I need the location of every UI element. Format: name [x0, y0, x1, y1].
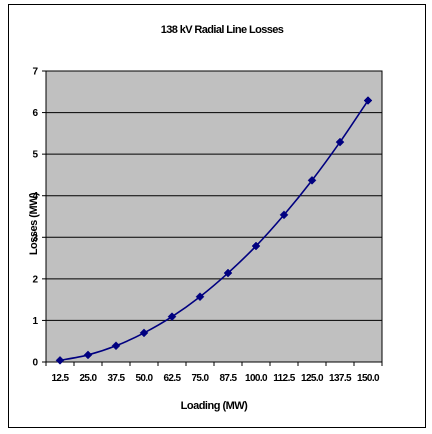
data-point-marker	[223, 268, 233, 278]
x-tick-label: 62.5	[163, 373, 181, 384]
data-point-marker	[195, 292, 205, 302]
data-point-marker	[307, 175, 317, 185]
x-tick-label: 112.5	[273, 373, 296, 384]
data-point-marker	[139, 328, 149, 338]
data-point-marker	[167, 312, 177, 322]
data-point-marker	[363, 96, 373, 105]
y-axis-ticks: 0 1 2 3 4 5 6 7	[32, 67, 46, 369]
series-layer	[55, 96, 373, 365]
gridlines	[46, 112, 382, 321]
x-axis-ticks: 12.5 25.0 37.5 50.0 62.5 75.0 87.5 100.0 112.5 12…	[45, 362, 383, 384]
x-tick-label: 150.0	[357, 373, 380, 384]
x-tick-label: 50.0	[135, 373, 153, 384]
data-point-marker	[111, 341, 121, 351]
y-tick-label: 1	[32, 316, 38, 327]
data-point-marker	[279, 210, 289, 220]
y-tick-label: 6	[32, 108, 38, 119]
data-point-marker	[335, 137, 345, 147]
y-tick-label: 3	[32, 233, 38, 244]
x-tick-label: 100.0	[245, 373, 268, 384]
chart-title: 138 kV Radial Line Losses	[161, 24, 284, 36]
y-tick-label: 4	[32, 191, 38, 202]
x-tick-label: 12.5	[51, 373, 69, 384]
plot-area	[45, 70, 383, 363]
x-tick-label: 75.0	[191, 373, 209, 384]
data-point-marker	[251, 241, 261, 251]
y-tick-label: 5	[32, 150, 38, 161]
x-tick-label: 137.5	[329, 373, 352, 384]
x-tick-label: 87.5	[219, 373, 237, 384]
x-tick-label: 37.5	[107, 373, 125, 384]
y-tick-label: 0	[32, 358, 38, 369]
x-tick-label: 25.0	[79, 373, 97, 384]
y-axis-title: Losses (MW)	[28, 192, 40, 255]
y-tick-label: 2	[32, 274, 38, 285]
data-point-marker	[83, 350, 93, 360]
y-tick-label: 7	[32, 67, 38, 78]
x-tick-label: 125.0	[301, 373, 324, 384]
data-point-marker	[55, 355, 65, 365]
x-axis-title: Loading (MW)	[181, 400, 249, 412]
